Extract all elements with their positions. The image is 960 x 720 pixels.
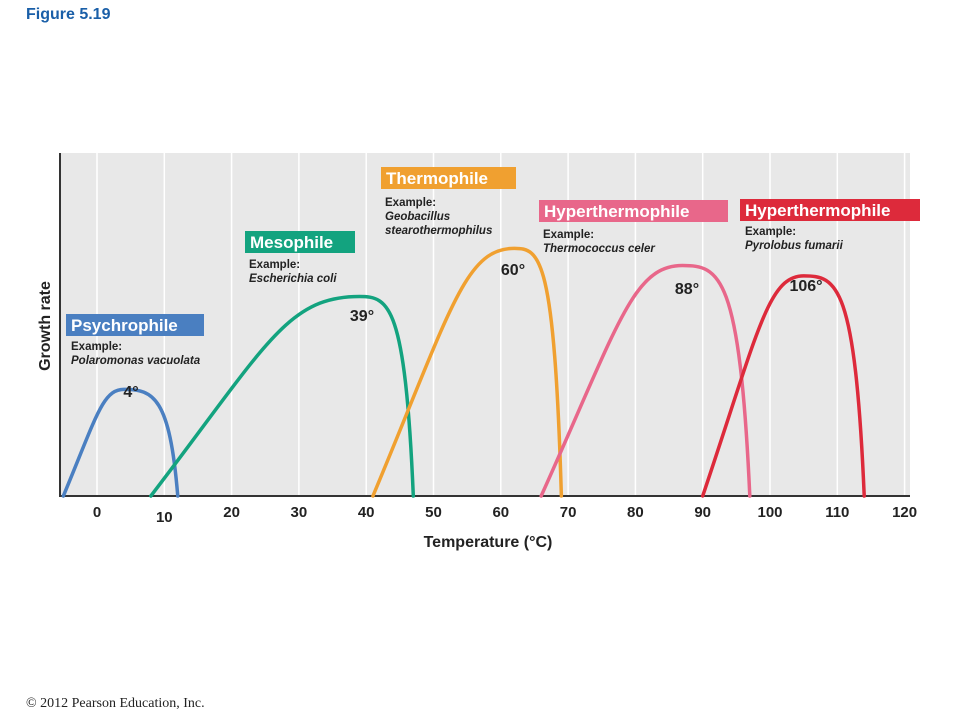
x-tick-label: 10 bbox=[156, 509, 173, 526]
group-label-box bbox=[381, 167, 516, 189]
growth-curve bbox=[149, 294, 416, 498]
optimum-temp-label: 88° bbox=[675, 281, 699, 298]
group-label: Hyperthermophile bbox=[745, 201, 890, 220]
copyright-text: © 2012 Pearson Education, Inc. bbox=[26, 696, 205, 711]
x-tick-label: 60 bbox=[492, 504, 509, 521]
growth-curve bbox=[700, 274, 866, 498]
x-tick-label: 120 bbox=[892, 504, 917, 521]
x-tick-label: 40 bbox=[358, 504, 375, 521]
optimum-temp-label: 4° bbox=[123, 384, 138, 401]
example-organism: Thermococcus celer bbox=[543, 243, 655, 255]
group-label-box bbox=[245, 231, 355, 253]
y-axis-label: Growth rate bbox=[37, 281, 54, 371]
figure-label: Figure 5.19 bbox=[26, 6, 111, 23]
example-label: Example: bbox=[71, 341, 122, 353]
example-label: Example: bbox=[249, 259, 300, 271]
x-tick-labels: 0 10 20 30 40 50 60 70 80 90 100 110 120 bbox=[93, 504, 917, 526]
group-label: Hyperthermophile bbox=[544, 202, 689, 221]
x-tick-label: 110 bbox=[825, 504, 849, 521]
group-label: Mesophile bbox=[250, 233, 333, 252]
example-label: Example: bbox=[385, 197, 436, 209]
example-organism: Escherichia coli bbox=[249, 273, 337, 285]
x-tick-label: 80 bbox=[627, 504, 644, 521]
example-organism: Geobacillus bbox=[385, 211, 450, 223]
group-label: Thermophile bbox=[386, 169, 488, 188]
group-label-box bbox=[539, 200, 728, 222]
x-tick-label: 20 bbox=[223, 504, 240, 521]
x-tick-label: 30 bbox=[291, 504, 308, 521]
example-organism: Pyrolobus fumarii bbox=[745, 240, 844, 252]
growth-curve bbox=[539, 263, 752, 498]
group-label-box bbox=[66, 314, 204, 336]
example-label: Example: bbox=[745, 226, 796, 238]
x-axis-label: Temperature (°C) bbox=[424, 534, 553, 551]
group-labels: Psychrophile Example: Polaromonas vacuolat… bbox=[66, 167, 920, 401]
optimum-temp-label: 39° bbox=[350, 308, 374, 325]
example-organism: stearothermophilus bbox=[385, 225, 492, 237]
x-tick-label: 0 bbox=[93, 504, 101, 521]
example-label: Example: bbox=[543, 229, 594, 241]
example-organism: Polaromonas vacuolata bbox=[71, 355, 201, 367]
optimum-temp-label: 106° bbox=[789, 278, 822, 295]
growth-curve bbox=[61, 387, 180, 498]
growth-curve bbox=[371, 246, 564, 498]
x-tick-label: 50 bbox=[425, 504, 442, 521]
group-label: Psychrophile bbox=[71, 316, 178, 335]
group-label-box bbox=[740, 199, 920, 221]
x-tick-label: 90 bbox=[694, 504, 711, 521]
x-tick-label: 70 bbox=[560, 504, 577, 521]
x-tick-label: 100 bbox=[757, 504, 782, 521]
optimum-temp-label: 60° bbox=[501, 262, 525, 279]
curves bbox=[61, 246, 866, 498]
